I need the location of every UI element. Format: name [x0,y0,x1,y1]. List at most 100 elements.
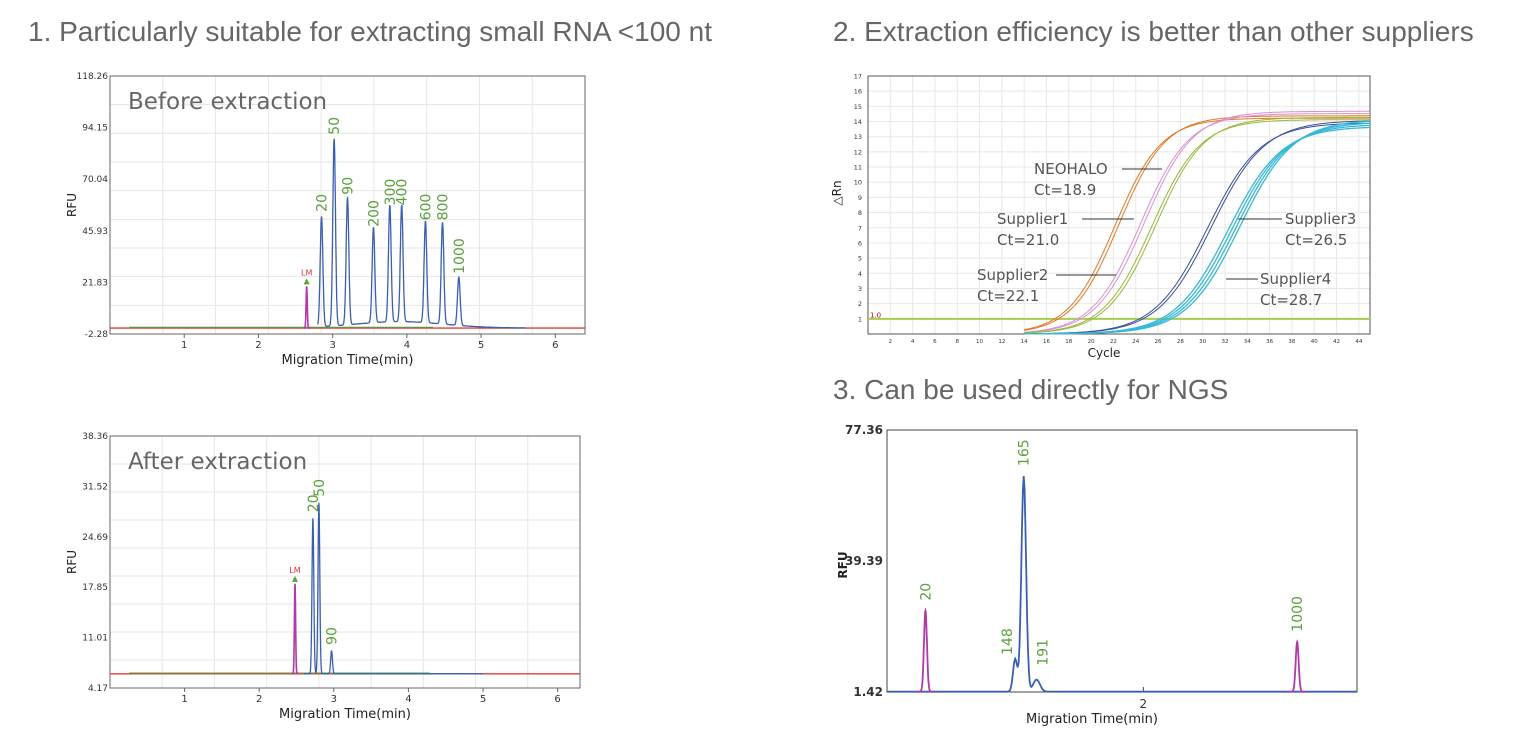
x-tick-label: 1 [181,694,187,705]
x-axis-label: Migration Time(min) [1026,712,1158,727]
y-axis-label: RFU [65,193,79,217]
chart-after-extraction: 4.17 11.01 17.85 24.69 31.52 38.36 1 2 3 4 5 6 Migra… [65,432,581,722]
y-tick-label: 70.04 [82,175,108,185]
series-ct-label: Ct=22.1 [977,287,1039,305]
y-tick-label: 11.01 [82,634,108,644]
y-tick-label: 12 [854,148,862,156]
peak-label: 300 [383,179,399,206]
peak-label: 90 [341,177,357,195]
y-tick-label: 21.83 [82,278,108,288]
x-tick-label: 34 [1244,339,1251,345]
x-axis-label: Cycle [1088,346,1121,360]
peak-label: 20 [315,194,331,212]
grid [868,75,1370,334]
amplification-curve [1024,119,1370,334]
series-ct-label: Ct=26.5 [1285,231,1347,249]
series-name-label: Supplier3 [1285,210,1356,228]
x-tick-label: 16 [1043,339,1050,345]
x-tick-label: 5 [480,694,486,705]
x-tick-label: 8 [955,339,959,345]
peak-label: 400 [395,179,411,206]
y-tick-label: 5 [858,255,862,263]
x-tick-label: 36 [1266,339,1273,345]
amplification-curve [1024,113,1370,333]
x-tick-label: 10 [976,339,983,345]
rfu-trace [304,502,483,675]
peak-label: 800 [436,194,452,221]
x-tick-label: 22 [1110,339,1117,345]
y-tick-label: 2 [858,300,862,308]
y-tick-label: 45.93 [82,227,108,237]
y-tick-label: 11 [854,164,862,172]
x-tick-label: 6 [933,339,937,345]
x-tick-label: 42 [1333,339,1340,345]
x-tick-label: 28 [1177,339,1184,345]
y-tick-label: 17.85 [82,583,108,593]
heading-extraction-efficiency: 2. Extraction efficiency is better than … [833,16,1474,47]
x-tick-label: 2 [889,339,893,345]
lm-marker-arrow [292,575,299,582]
marker-peak [916,607,934,693]
series-ct-label: Ct=21.0 [997,231,1059,249]
y-tick-label: 14 [854,118,862,126]
y-tick-label: -2.28 [85,330,109,340]
peak-label: 191 [1036,639,1052,666]
y-tick-label: 10 [854,179,862,187]
x-tick-label: 2 [256,694,262,705]
plot-frame [109,435,581,689]
y-tick-label: 16 [854,88,862,96]
marker-peak [1288,639,1306,693]
chart-title: After extraction [128,449,307,475]
x-tick-label: 6 [554,694,560,705]
y-tick-label: 94.15 [82,124,108,134]
rfu-trace [938,476,1281,693]
x-axis-label: Migration Time(min) [279,707,411,722]
peak-label: 1000 [1290,596,1306,632]
x-tick-label: 4 [404,340,410,351]
peak-label: 20 [306,494,322,512]
rfu-trace [317,138,526,329]
plot-frame [886,429,1358,693]
x-tick-label: 40 [1311,339,1318,345]
y-tick-label: 4 [858,270,862,278]
y-tick-label: 77.36 [845,423,883,437]
y-tick-label: 1 [858,315,862,323]
lm-peak [292,583,299,675]
y-tick-label: 118.26 [77,72,109,82]
peak-label: 148 [1000,628,1016,655]
x-tick-label: 3 [329,340,335,351]
y-tick-label: 38.36 [82,432,108,442]
x-tick-label: 24 [1132,339,1139,345]
amplification-curve [1024,120,1371,335]
y-tick-label: 7 [858,224,862,232]
lm-marker-label: LM [301,268,312,277]
heading-small-rna: 1. Particularly suitable for extracting … [28,16,712,47]
x-tick-label: 30 [1199,339,1206,345]
x-tick-label: 26 [1155,339,1162,345]
chart-title: Before extraction [128,89,327,115]
x-tick-label: 12 [998,339,1005,345]
x-tick-label: 1 [181,340,187,351]
y-tick-label: 8 [858,209,862,217]
y-tick-label: 6 [858,239,862,247]
series-name-label: Supplier1 [997,210,1068,228]
amplification-curve [1024,116,1370,334]
x-axis-label: Migration Time(min) [282,353,414,368]
series-name-label: Supplier4 [1260,270,1331,288]
peak-label: 50 [312,479,328,497]
lm-peak [303,286,310,329]
y-tick-label: 17 [854,73,862,81]
heading-ngs: 3. Can be used directly for NGS [833,374,1229,405]
y-axis-label: RFU [836,551,850,578]
amplification-curve [1024,115,1370,331]
x-tick-label: 4 [405,694,411,705]
plot-frame [109,75,586,335]
peak-label: 50 [327,117,343,135]
x-tick-label: 5 [478,340,484,351]
series-ct-label: Ct=28.7 [1260,291,1322,309]
y-tick-label: 24.69 [82,533,108,543]
amplification-curve [1024,120,1371,335]
y-tick-label: 13 [854,133,862,141]
